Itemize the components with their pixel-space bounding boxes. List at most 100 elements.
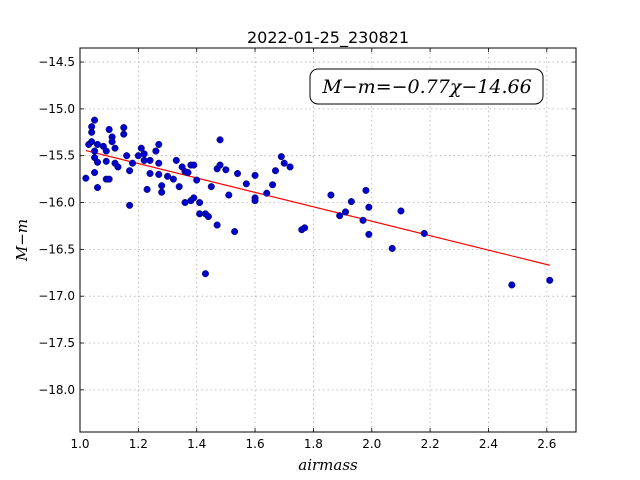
x-tick-label: 2.2 <box>421 437 440 451</box>
y-tick-label: −14.5 <box>38 55 75 69</box>
data-point <box>251 171 259 179</box>
data-point <box>207 183 215 191</box>
data-point <box>342 208 350 216</box>
y-tick-label: −17.5 <box>38 336 75 350</box>
data-point <box>134 152 142 160</box>
data-point <box>184 169 192 177</box>
data-point <box>94 158 102 166</box>
data-point <box>91 147 99 155</box>
data-point <box>94 184 102 192</box>
data-point <box>327 191 335 199</box>
data-point <box>164 172 172 180</box>
data-point <box>155 170 163 178</box>
data-point <box>169 175 177 183</box>
x-tick-label: 1.6 <box>246 437 265 451</box>
data-point <box>365 203 373 211</box>
x-axis-label: airmass <box>298 456 358 474</box>
data-point <box>88 123 96 131</box>
data-point <box>111 144 119 152</box>
data-point <box>181 199 189 207</box>
x-tick-label: 1.2 <box>129 437 148 451</box>
x-tick-label: 2.6 <box>537 437 556 451</box>
data-point <box>172 156 180 164</box>
data-point <box>190 194 198 202</box>
x-tick-label: 2.4 <box>479 437 498 451</box>
data-point <box>114 163 122 171</box>
data-point <box>140 150 148 158</box>
data-point <box>222 166 230 174</box>
data-point <box>152 147 160 155</box>
y-tick-label: −16.0 <box>38 196 75 210</box>
data-point <box>126 201 134 209</box>
data-points <box>82 116 554 289</box>
data-point <box>190 161 198 169</box>
y-axis-label: M−m <box>13 219 31 262</box>
plot-frame <box>79 47 577 433</box>
data-point <box>280 159 288 167</box>
data-point <box>397 207 405 215</box>
data-point <box>123 152 131 160</box>
data-point <box>347 198 355 206</box>
fit-line-layer <box>85 150 550 266</box>
data-point <box>158 188 166 196</box>
data-point <box>225 191 233 199</box>
equation-annotation: M−m=−0.77χ−14.66 <box>309 68 544 105</box>
data-point <box>336 212 344 220</box>
data-point <box>216 161 224 169</box>
data-point <box>158 182 166 190</box>
data-point <box>213 221 221 229</box>
data-point <box>196 210 204 218</box>
data-point <box>137 144 145 152</box>
data-point <box>365 230 373 238</box>
data-point <box>94 140 102 148</box>
chart-title: 2022-01-25_230821 <box>247 28 409 48</box>
data-point <box>126 167 134 175</box>
data-point <box>204 213 212 221</box>
data-point <box>301 224 309 232</box>
data-point <box>91 169 99 177</box>
x-tick-label: 1.8 <box>304 437 323 451</box>
equation-text: M−m=−0.77χ−14.66 <box>321 76 531 98</box>
data-point <box>546 276 554 284</box>
data-point <box>271 167 279 175</box>
data-point <box>175 183 183 191</box>
data-point <box>263 189 271 197</box>
y-tick-label: −15.5 <box>38 149 75 163</box>
data-point <box>251 197 259 205</box>
data-point <box>216 136 224 144</box>
data-point <box>120 124 128 132</box>
data-point <box>105 175 113 183</box>
grid-lines <box>79 48 576 432</box>
data-point <box>359 216 367 224</box>
y-tick-label: −17.0 <box>38 289 75 303</box>
axis-ticks <box>79 48 576 432</box>
data-point <box>362 186 370 194</box>
data-point <box>143 185 151 193</box>
data-point <box>277 153 285 161</box>
x-tick-label: 1.0 <box>70 437 89 451</box>
data-point <box>231 228 239 236</box>
data-point <box>129 159 137 167</box>
data-point <box>102 147 110 155</box>
data-point <box>102 157 110 165</box>
data-point <box>82 174 90 182</box>
data-point <box>140 156 148 164</box>
equation-box <box>309 68 544 105</box>
data-point <box>193 176 201 184</box>
data-point <box>146 156 154 164</box>
data-point <box>269 181 277 189</box>
data-point <box>201 270 209 278</box>
data-point <box>508 281 516 289</box>
x-tick-labels: 1.0 1.2 1.4 1.6 1.8 2.0 2.2 2.4 2.6 <box>70 437 556 451</box>
data-point <box>196 199 204 207</box>
x-tick-label: 2.0 <box>362 437 381 451</box>
y-tick-label: −15.0 <box>38 102 75 116</box>
data-point <box>234 170 242 178</box>
data-point <box>108 138 116 146</box>
fit-line <box>85 150 550 266</box>
data-point <box>420 229 428 237</box>
data-point <box>388 244 396 252</box>
data-point <box>105 125 113 133</box>
data-point <box>120 130 128 138</box>
